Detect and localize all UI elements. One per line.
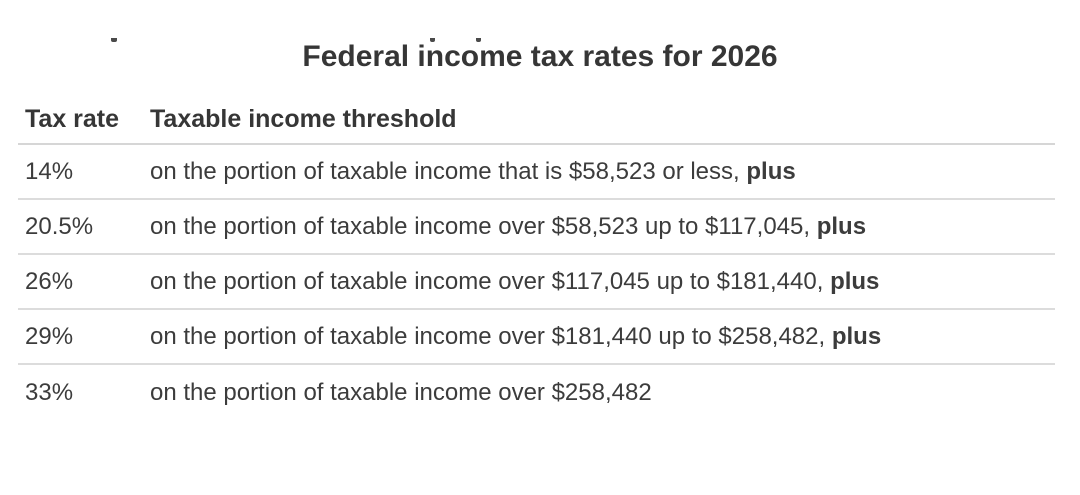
plus-emphasis: plus bbox=[746, 157, 796, 185]
tax-rate-cell: 33% bbox=[25, 378, 74, 406]
tax-rate-table: Tax rate Taxable income threshold 14% on… bbox=[18, 104, 1055, 420]
table-row: 20.5% on the portion of taxable income o… bbox=[18, 200, 1055, 255]
column-header-tax-rate: Tax rate bbox=[25, 105, 120, 133]
table-row: 14% on the portion of taxable income tha… bbox=[18, 145, 1055, 200]
threshold-text: on the portion of taxable income over $1… bbox=[150, 322, 826, 350]
cropped-text-artifact bbox=[0, 38, 1080, 44]
tax-rate-cell: 26% bbox=[25, 267, 74, 295]
table-row: 29% on the portion of taxable income ove… bbox=[18, 310, 1055, 365]
threshold-text: on the portion of taxable income over $2… bbox=[150, 378, 652, 406]
threshold-cell: on the portion of taxable income that is… bbox=[150, 157, 1055, 187]
threshold-text: on the portion of taxable income over $5… bbox=[150, 212, 811, 240]
tax-rate-cell: 29% bbox=[25, 322, 74, 350]
tax-rate-cell: 20.5% bbox=[25, 212, 94, 240]
threshold-cell: on the portion of taxable income over $2… bbox=[150, 378, 1055, 408]
threshold-text: on the portion of taxable income that is… bbox=[150, 157, 740, 185]
threshold-cell: on the portion of taxable income over $1… bbox=[150, 322, 1055, 352]
table-header-row: Tax rate Taxable income threshold bbox=[18, 104, 1055, 145]
threshold-cell: on the portion of taxable income over $1… bbox=[150, 267, 1055, 297]
table-row: 33% on the portion of taxable income ove… bbox=[18, 365, 1055, 420]
plus-emphasis: plus bbox=[830, 267, 880, 295]
page-title: Federal income tax rates for 2026 bbox=[302, 40, 778, 73]
plus-emphasis: plus bbox=[816, 212, 867, 240]
threshold-text: on the portion of taxable income over $1… bbox=[150, 267, 824, 295]
column-header-threshold: Taxable income threshold bbox=[150, 105, 457, 133]
tax-rate-cell: 14% bbox=[25, 157, 74, 185]
plus-emphasis: plus bbox=[831, 322, 882, 350]
threshold-cell: on the portion of taxable income over $5… bbox=[150, 212, 1055, 242]
table-row: 26% on the portion of taxable income ove… bbox=[18, 255, 1055, 310]
